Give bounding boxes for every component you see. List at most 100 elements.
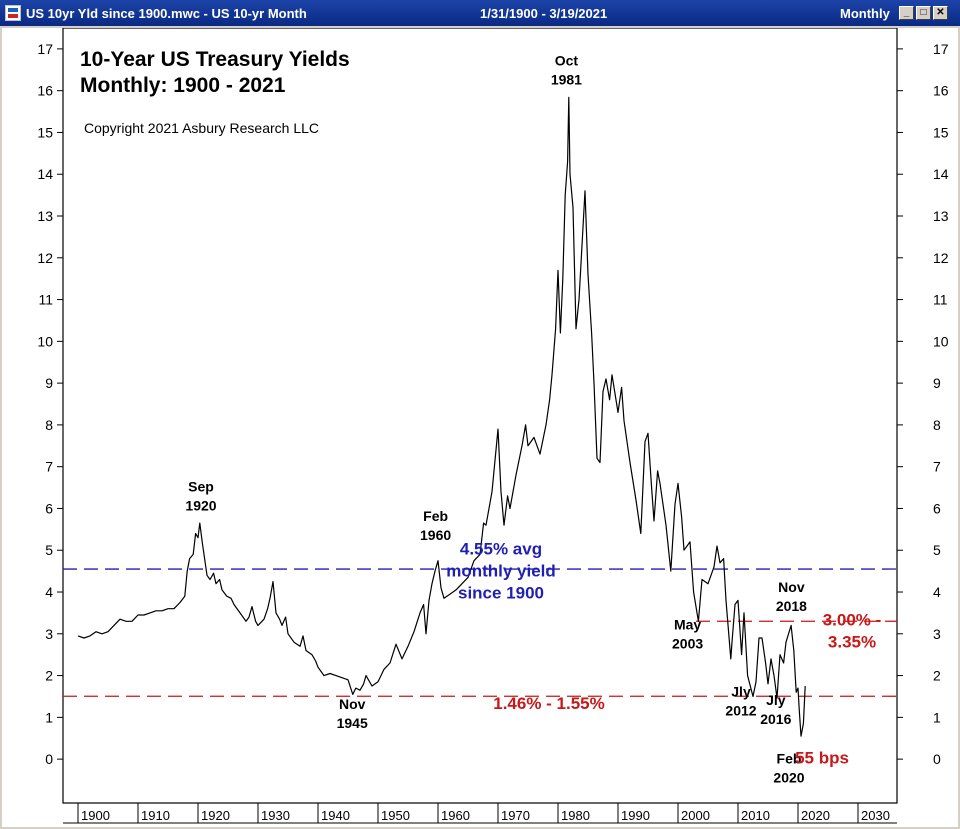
annotation-4-line-0: May — [674, 617, 701, 633]
annotation-7-line-1: 2016 — [760, 711, 791, 727]
y-tick-label-left-9: 9 — [45, 375, 53, 391]
y-tick-label-right-9: 9 — [933, 375, 941, 391]
y-tick-label-left-6: 6 — [45, 500, 53, 516]
annotation-4-line-1: 2003 — [672, 636, 703, 652]
window-titlebar[interactable]: US 10yr Yld since 1900.mwc - US 10-yr Mo… — [0, 0, 960, 28]
annotation-7: Jly 2016 — [760, 692, 791, 727]
y-tick-label-left-1: 1 — [45, 709, 53, 725]
y-tick-label-left-17: 17 — [37, 41, 53, 57]
callout-0: 4.55% avg monthly yield since 1900 — [446, 539, 556, 602]
y-tick-label-right-8: 8 — [933, 417, 941, 433]
x-tick-label-1940: 1940 — [321, 808, 350, 823]
annotation-8: Feb 2020 — [773, 750, 804, 785]
annotation-3-line-0: Nov — [339, 696, 366, 712]
annotation-0: Sep 1920 — [185, 479, 216, 514]
x-tick-label-1970: 1970 — [501, 808, 530, 823]
y-tick-label-left-14: 14 — [37, 166, 53, 182]
y-tick-label-right-2: 2 — [933, 668, 941, 684]
y-tick-label-left-15: 15 — [37, 124, 53, 140]
annotation-5: Nov 2018 — [776, 579, 807, 614]
x-tick-label-2000: 2000 — [681, 808, 710, 823]
y-tick-label-right-11: 11 — [933, 292, 948, 308]
y-tick-label-right-14: 14 — [933, 166, 949, 182]
annotation-2-line-0: Oct — [555, 53, 579, 69]
y-tick-label-right-17: 17 — [933, 41, 949, 57]
y-tick-label-left-2: 2 — [45, 668, 53, 684]
annotation-1: Feb 1960 — [420, 508, 451, 543]
chart-subtitle: Monthly: 1900 - 2021 — [80, 74, 286, 97]
window-period: Monthly — [840, 6, 890, 21]
y-tick-label-right-12: 12 — [933, 250, 949, 266]
y-tick-label-left-12: 12 — [37, 250, 53, 266]
callout-2-line-0: 3.00% - — [823, 610, 882, 629]
annotation-4: May 2003 — [672, 617, 703, 652]
callout-2-line-1: 3.35% — [828, 632, 876, 651]
annotation-5-line-0: Nov — [778, 579, 805, 595]
window-title: US 10yr Yld since 1900.mwc - US 10-yr Mo… — [26, 6, 307, 21]
annotation-2-line-1: 1981 — [551, 72, 582, 88]
x-tick-label-1910: 1910 — [141, 808, 170, 823]
y-tick-label-right-5: 5 — [933, 542, 941, 558]
y-tick-label-left-10: 10 — [37, 333, 53, 349]
annotation-3-line-1: 1945 — [337, 715, 368, 731]
callout-1: 1.46% - 1.55% — [493, 694, 605, 713]
minimize-button[interactable]: _ — [899, 6, 914, 20]
annotation-6-line-0: Jly — [731, 683, 751, 699]
callout-0-line-0: 4.55% avg — [460, 539, 542, 558]
callout-1-line-0: 1.46% - 1.55% — [493, 694, 605, 713]
x-tick-label-1920: 1920 — [201, 808, 230, 823]
y-tick-label-right-13: 13 — [933, 208, 949, 224]
y-tick-label-left-16: 16 — [37, 83, 53, 99]
callout-0-line-2: since 1900 — [458, 583, 544, 602]
y-tick-label-right-4: 4 — [933, 584, 941, 600]
y-tick-label-left-7: 7 — [45, 459, 53, 475]
chart-title: 10-Year US Treasury Yields — [80, 48, 350, 71]
y-tick-label-right-16: 16 — [933, 83, 949, 99]
chart-copyright: Copyright 2021 Asbury Research LLC — [84, 120, 319, 136]
annotation-1-line-1: 1960 — [420, 527, 451, 543]
x-tick-label-1930: 1930 — [261, 808, 290, 823]
x-tick-label-1960: 1960 — [441, 808, 470, 823]
callout-0-line-1: monthly yield — [446, 561, 556, 580]
x-tick-label-1990: 1990 — [621, 808, 650, 823]
callout-3-line-0: 55 bps — [795, 748, 849, 767]
y-tick-label-right-1: 1 — [933, 709, 941, 725]
callout-3: 55 bps — [795, 748, 849, 767]
x-tick-label-1950: 1950 — [381, 808, 410, 823]
y-tick-label-left-13: 13 — [37, 208, 53, 224]
y-tick-label-left-4: 4 — [45, 584, 53, 600]
callout-2: 3.00% - 3.35% — [823, 610, 882, 651]
annotation-6: Jly 2012 — [725, 683, 756, 718]
x-tick-label-2020: 2020 — [801, 808, 830, 823]
annotation-3: Nov 1945 — [337, 696, 368, 731]
y-tick-label-right-3: 3 — [933, 626, 941, 642]
annotation-7-line-0: Jly — [766, 692, 786, 708]
y-tick-label-right-0: 0 — [933, 751, 941, 767]
x-tick-label-1900: 1900 — [81, 808, 110, 823]
plot-area — [62, 28, 898, 804]
annotation-5-line-1: 2018 — [776, 598, 807, 614]
annotation-2: Oct 1981 — [551, 53, 582, 88]
annotation-8-line-1: 2020 — [773, 769, 804, 785]
chart-frame: 0 0 1 1 2 2 3 3 4 4 5 5 6 6 7 7 8 8 9 9 10 10 11 11 12 12 13 13 14 14… — [2, 28, 958, 827]
annotation-8-line-0: Feb — [777, 750, 802, 766]
maximize-button[interactable]: □ — [916, 6, 931, 20]
y-tick-label-right-10: 10 — [933, 333, 949, 349]
annotation-6-line-1: 2012 — [725, 702, 756, 718]
window-date-range: 1/31/1900 - 3/19/2021 — [480, 6, 608, 21]
series-line-0 — [77, 96, 806, 737]
close-button[interactable]: ✕ — [933, 6, 948, 20]
y-tick-label-left-5: 5 — [45, 542, 53, 558]
y-tick-label-right-15: 15 — [933, 124, 949, 140]
app-chart-icon — [5, 5, 21, 21]
x-tick-label-1980: 1980 — [561, 808, 590, 823]
y-tick-label-right-6: 6 — [933, 500, 941, 516]
annotation-0-line-1: 1920 — [185, 498, 216, 514]
y-tick-label-left-0: 0 — [45, 751, 53, 767]
annotation-1-line-0: Feb — [423, 508, 448, 524]
y-tick-label-left-3: 3 — [45, 626, 53, 642]
x-tick-label-2010: 2010 — [741, 808, 770, 823]
y-tick-label-left-11: 11 — [38, 292, 53, 308]
x-tick-label-2030: 2030 — [861, 808, 890, 823]
